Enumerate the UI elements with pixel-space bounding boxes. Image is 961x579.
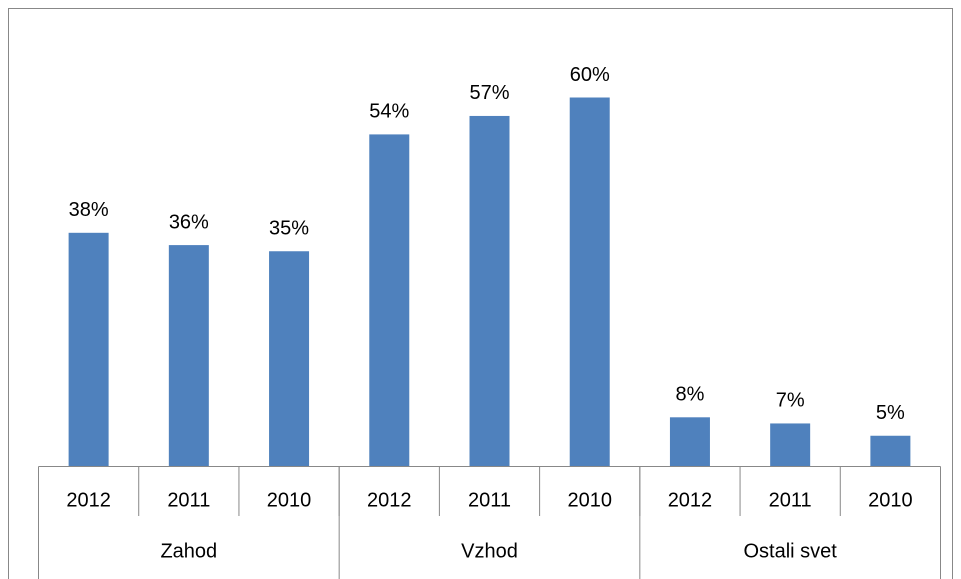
x-tick-label: 2012 xyxy=(66,489,111,511)
x-tick-label: 2010 xyxy=(267,489,312,511)
x-tick-label: 2011 xyxy=(769,489,812,511)
bar xyxy=(770,423,811,467)
data-label: 8% xyxy=(675,384,704,406)
data-label: 36% xyxy=(169,211,209,233)
chart-border xyxy=(8,8,953,579)
bar xyxy=(669,417,710,467)
bar xyxy=(569,97,610,467)
x-tick-label: 2012 xyxy=(668,489,713,511)
x-tick-label: 2010 xyxy=(868,489,913,511)
group-label: Zahod xyxy=(160,540,217,562)
data-label: 5% xyxy=(876,402,905,424)
group-label: Vzhod xyxy=(461,540,518,562)
bar xyxy=(469,115,510,467)
data-label: 38% xyxy=(69,199,109,221)
data-label: 7% xyxy=(776,390,805,412)
x-tick-label: 2010 xyxy=(567,489,612,511)
data-label: 54% xyxy=(369,101,409,123)
bar xyxy=(369,134,410,467)
x-tick-label: 2012 xyxy=(367,489,412,511)
bar xyxy=(68,232,109,467)
x-tick-label: 2011 xyxy=(167,489,210,511)
bar xyxy=(269,251,310,467)
data-label: 60% xyxy=(570,64,610,86)
bar xyxy=(870,435,911,467)
data-label: 57% xyxy=(469,82,509,104)
x-tick-label: 2011 xyxy=(468,489,511,511)
bar xyxy=(168,245,209,467)
group-label: Ostali svet xyxy=(743,540,837,562)
data-label: 35% xyxy=(269,218,309,240)
